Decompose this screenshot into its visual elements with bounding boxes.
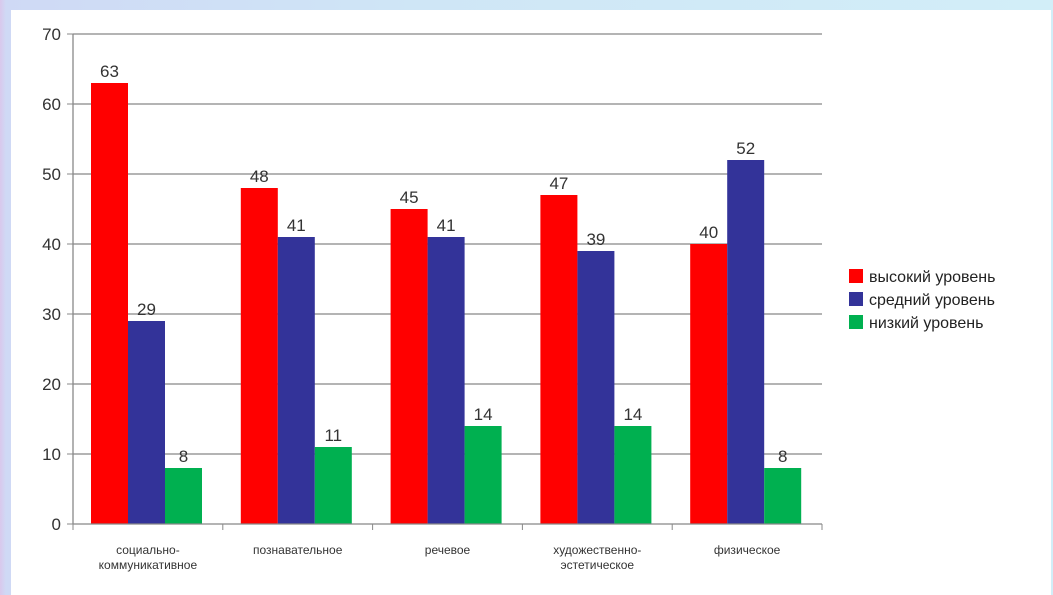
y-tick-label: 60 xyxy=(42,95,61,114)
bar-1-5 xyxy=(690,244,728,524)
bar-2-3 xyxy=(427,237,465,524)
bars xyxy=(91,83,802,524)
bar-2-2 xyxy=(277,237,315,524)
bar-3-4 xyxy=(614,426,652,524)
y-tick-label: 30 xyxy=(42,305,61,324)
x-category-label: художественно-эстетическое xyxy=(553,543,641,572)
bar-2-4 xyxy=(577,251,615,524)
data-label: 41 xyxy=(287,216,306,235)
data-label: 52 xyxy=(736,139,755,158)
bar-1-4 xyxy=(540,195,578,524)
data-label: 47 xyxy=(549,174,568,193)
x-category-label: физическое xyxy=(714,543,781,557)
y-tick-label: 20 xyxy=(42,375,61,394)
legend-swatch xyxy=(849,315,863,329)
data-label: 8 xyxy=(179,447,188,466)
data-label: 48 xyxy=(250,167,269,186)
x-axis: социально-коммуникативное познавательное р… xyxy=(72,523,823,572)
data-label: 14 xyxy=(474,405,493,424)
legend-label: высокий уровень xyxy=(869,269,995,286)
legend-swatch xyxy=(849,292,863,306)
data-label: 45 xyxy=(400,188,419,207)
bar-2-5 xyxy=(727,160,765,524)
data-label: 14 xyxy=(623,405,642,424)
legend-label: средний уровень xyxy=(869,292,995,309)
data-label: 41 xyxy=(437,216,456,235)
data-label: 11 xyxy=(324,426,342,445)
data-label: 63 xyxy=(100,62,119,81)
bar-3-3 xyxy=(464,426,502,524)
chart-panel: 0 10 20 30 40 50 60 70 63 48 45 47 40 29 41 41 39 52 8 11 1… xyxy=(11,10,1051,595)
y-tick-label: 70 xyxy=(42,25,61,44)
bar-1-3 xyxy=(390,209,428,524)
y-tick-label: 50 xyxy=(42,165,61,184)
y-axis: 0 10 20 30 40 50 60 70 xyxy=(42,25,74,534)
bar-2-1 xyxy=(128,321,165,524)
x-category-label: познавательное xyxy=(253,543,343,557)
bar-1-1 xyxy=(91,83,128,524)
bar-1-2 xyxy=(240,188,278,524)
legend-label: низкий уровень xyxy=(869,315,983,332)
y-tick-label: 10 xyxy=(42,445,61,464)
bar-3-5 xyxy=(764,468,802,524)
x-category-label: речевое xyxy=(425,543,471,557)
x-category-label: социально-коммуникативное xyxy=(99,543,198,572)
bar-3-2 xyxy=(314,447,352,524)
bar-chart: 0 10 20 30 40 50 60 70 63 48 45 47 40 29 41 41 39 52 8 11 1… xyxy=(42,25,995,572)
data-label: 40 xyxy=(699,223,718,242)
legend-swatch xyxy=(849,269,863,283)
data-labels: 63 48 45 47 40 29 41 41 39 52 8 11 14 14 8 xyxy=(100,62,787,466)
y-tick-label: 0 xyxy=(52,515,61,534)
data-label: 8 xyxy=(778,447,787,466)
legend: высокий уровень средний уровень низкий уро… xyxy=(849,269,995,332)
data-label: 39 xyxy=(586,230,605,249)
y-tick-label: 40 xyxy=(42,235,61,254)
data-label: 29 xyxy=(137,300,156,319)
bar-3-1 xyxy=(165,468,202,524)
